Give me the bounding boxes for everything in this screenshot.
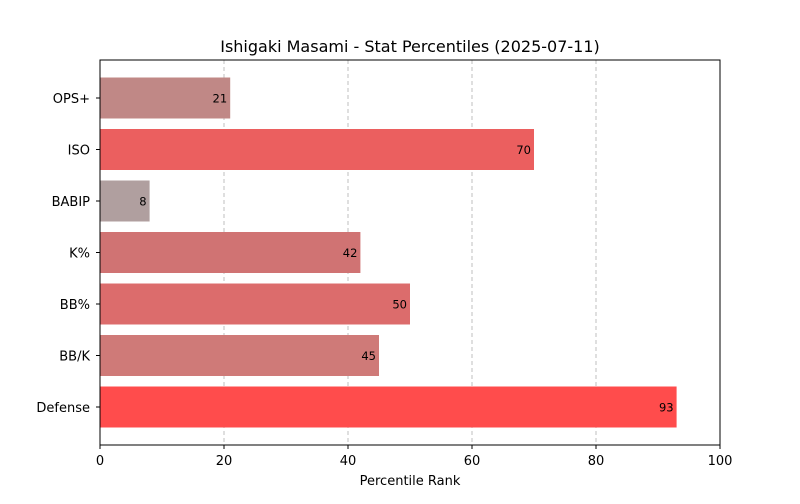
bar-data-label: 45 <box>361 349 376 363</box>
chart-title: Ishigaki Masami - Stat Percentiles (2025… <box>220 37 600 56</box>
x-tick-label: 80 <box>588 454 605 469</box>
y-axis: OPS+ ISO BABIP K% BB% BB/K Defense <box>36 92 100 416</box>
bar-data-label: 50 <box>392 298 407 312</box>
bar-k- <box>100 232 361 273</box>
y-tick-label: BB% <box>60 298 90 313</box>
y-tick-label: BB/K <box>59 350 90 365</box>
x-tick-label: 20 <box>216 454 233 469</box>
bar-defense <box>100 386 677 428</box>
x-axis: 0 20 40 60 80 100 <box>96 445 733 469</box>
x-axis-label: Percentile Rank <box>360 474 461 489</box>
bar-bb-k <box>100 335 379 376</box>
bar-ops- <box>100 77 231 119</box>
y-tick-label: ISO <box>68 144 90 159</box>
x-tick-label: 100 <box>708 454 733 469</box>
bar-data-label: 42 <box>343 246 358 260</box>
y-tick-label: K% <box>69 247 90 262</box>
bar-babip <box>100 180 150 222</box>
bar-data-label: 21 <box>213 92 228 106</box>
bars: 21 70 8 42 50 45 93 <box>100 77 677 428</box>
x-tick-label: 0 <box>96 454 104 469</box>
bar-iso <box>100 129 534 170</box>
bar-bb- <box>100 283 410 325</box>
bar-data-label: 93 <box>659 401 674 415</box>
bar-data-label: 70 <box>516 143 531 157</box>
x-tick-label: 60 <box>464 454 481 469</box>
y-tick-label: BABIP <box>52 195 91 210</box>
y-tick-label: Defense <box>36 401 90 416</box>
bar-data-label: 8 <box>139 195 146 209</box>
y-tick-label: OPS+ <box>53 92 90 107</box>
x-tick-label: 40 <box>340 454 357 469</box>
